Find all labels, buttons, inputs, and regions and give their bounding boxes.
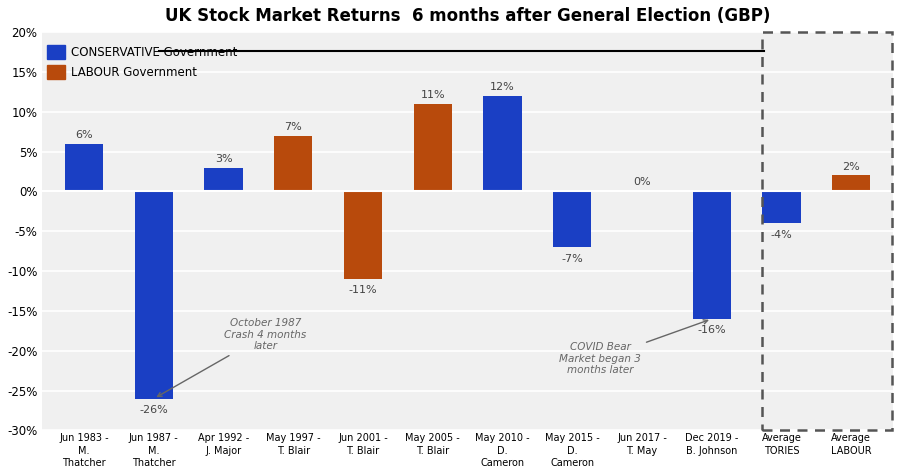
Bar bbox=[344, 191, 382, 279]
Text: October 1987
Crash 4 months
later: October 1987 Crash 4 months later bbox=[158, 318, 307, 397]
Text: 7%: 7% bbox=[284, 122, 302, 132]
Title: UK Stock Market Returns  6 months after General Election (GBP): UK Stock Market Returns 6 months after G… bbox=[165, 7, 770, 25]
Bar bbox=[832, 175, 870, 191]
Bar bbox=[414, 104, 452, 191]
Bar bbox=[274, 136, 312, 191]
Text: 11%: 11% bbox=[420, 90, 446, 100]
Bar bbox=[135, 191, 173, 399]
Legend: CONSERVATIVE Government, LABOUR Government: CONSERVATIVE Government, LABOUR Governme… bbox=[42, 40, 241, 84]
Bar bbox=[65, 143, 104, 191]
Text: -26%: -26% bbox=[140, 405, 168, 415]
Text: -4%: -4% bbox=[770, 230, 792, 240]
Bar bbox=[483, 96, 522, 191]
Text: -11%: -11% bbox=[348, 285, 377, 295]
Text: 0%: 0% bbox=[634, 178, 651, 188]
Bar bbox=[762, 32, 892, 430]
Text: 2%: 2% bbox=[842, 162, 860, 171]
Bar bbox=[204, 168, 243, 191]
Text: 6%: 6% bbox=[76, 130, 93, 140]
Text: -16%: -16% bbox=[698, 325, 726, 335]
Bar bbox=[554, 191, 591, 247]
Text: 3%: 3% bbox=[215, 153, 232, 163]
Text: COVID Bear
Market began 3
months later: COVID Bear Market began 3 months later bbox=[559, 320, 707, 375]
Text: -7%: -7% bbox=[562, 254, 583, 264]
Bar bbox=[762, 191, 801, 223]
Text: 12%: 12% bbox=[491, 82, 515, 92]
Bar bbox=[692, 191, 731, 319]
